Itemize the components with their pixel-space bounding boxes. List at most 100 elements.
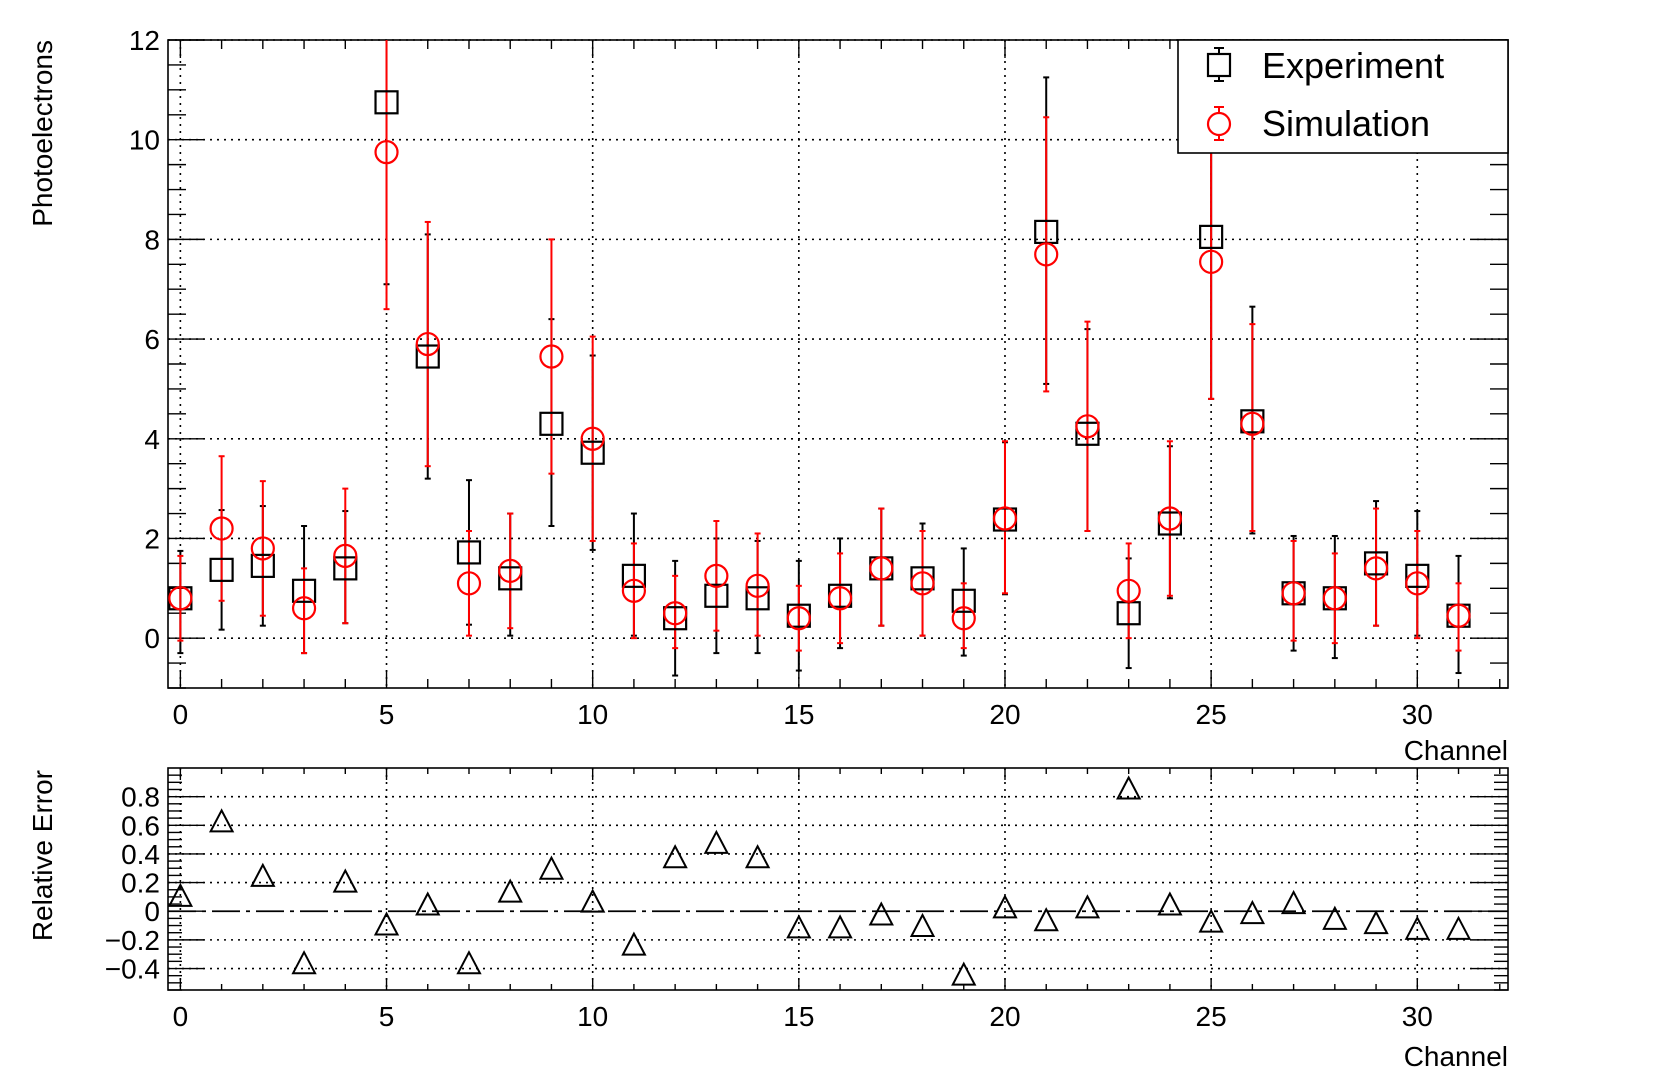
experiment-point-5 <box>374 90 399 115</box>
simulation-point-24 <box>1157 506 1183 531</box>
experiment-point-19 <box>951 588 976 613</box>
legend: Experiment Simulation <box>1177 39 1509 154</box>
experiment-point-11 <box>621 563 647 588</box>
simulation-point-3 <box>291 596 317 621</box>
ratio-ytick-label-0.4: 0.4 <box>121 839 160 870</box>
experiment-point-1 <box>209 557 234 582</box>
relative-error-point-21 <box>1033 907 1059 932</box>
simulation-point-11 <box>621 578 647 603</box>
main-ytick-label-8: 8 <box>144 224 160 255</box>
ratio-data-markers <box>167 775 1472 986</box>
relative-error-point-11 <box>621 931 647 956</box>
ratio-axis-ticks <box>168 768 1508 991</box>
main-y-axis-label: Photoelectrons <box>27 40 58 227</box>
simulation-point-17 <box>869 556 894 581</box>
legend-box <box>1177 39 1509 154</box>
main-xtick-label-15: 15 <box>783 699 814 730</box>
ratio-y-axis-label: Relative Error <box>27 770 58 941</box>
legend-entry-simulation: Simulation <box>1206 103 1430 144</box>
simulation-point-14 <box>745 573 770 598</box>
experiment-point-9 <box>539 411 564 436</box>
experiment-point-8 <box>498 566 523 591</box>
ratio-xtick-label-10: 10 <box>577 1001 608 1032</box>
ratio-xtick-label-25: 25 <box>1196 1001 1227 1032</box>
relative-error-point-19 <box>951 961 977 986</box>
simulation-point-13 <box>704 563 729 588</box>
ratio-xtick-label-20: 20 <box>989 1001 1020 1032</box>
simulation-point-5 <box>374 140 399 165</box>
experiment-point-14 <box>745 586 770 611</box>
experiment-point-22 <box>1075 421 1100 446</box>
relative-error-point-24 <box>1157 891 1183 916</box>
ratio-ytick-label--0.4: −0.4 <box>105 954 160 985</box>
ratio-xtick-label-0: 0 <box>173 1001 189 1032</box>
experiment-point-3 <box>291 578 317 603</box>
relative-error-point-25 <box>1198 908 1224 933</box>
main-ytick-label-4: 4 <box>144 424 160 455</box>
simulation-point-19 <box>951 606 976 631</box>
relative-error-point-18 <box>909 912 936 937</box>
relative-error-point-6 <box>415 891 441 916</box>
relative-error-point-17 <box>868 901 894 926</box>
relative-error-point-15 <box>786 914 812 939</box>
simulation-point-29 <box>1363 556 1389 581</box>
relative-error-point-28 <box>1322 905 1348 930</box>
experiment-point-25 <box>1199 224 1224 249</box>
relative-error-point-5 <box>373 911 400 936</box>
ratio-x-axis-label: Channel <box>1404 1041 1508 1072</box>
legend-experiment-marker <box>1206 52 1232 78</box>
main-ytick-label-6: 6 <box>144 324 160 355</box>
simulation-point-8 <box>498 558 523 583</box>
simulation-point-12 <box>663 601 688 626</box>
relative-error-point-9 <box>538 855 565 880</box>
relative-error-point-7 <box>456 950 482 975</box>
relative-error-point-20 <box>992 894 1018 919</box>
main-xtick-label-0: 0 <box>173 699 189 730</box>
simulation-point-16 <box>827 586 853 611</box>
main-ytick-label-12: 12 <box>129 25 160 56</box>
main-ytick-label-0: 0 <box>144 623 160 654</box>
simulation-point-27 <box>1281 581 1306 606</box>
simulation-point-25 <box>1199 249 1224 274</box>
simulation-point-6 <box>415 331 440 357</box>
main-ytick-label-10: 10 <box>129 125 160 156</box>
simulation-point-7 <box>456 571 482 596</box>
simulation-point-4 <box>333 543 358 569</box>
ratio-ytick-label-0.8: 0.8 <box>121 782 160 813</box>
relative-error-point-13 <box>703 829 730 854</box>
relative-error-point-2 <box>250 862 276 887</box>
simulation-point-2 <box>250 536 275 561</box>
ratio-xtick-label-30: 30 <box>1402 1001 1433 1032</box>
ratio-xtick-label-5: 5 <box>379 1001 395 1032</box>
simulation-point-26 <box>1240 411 1265 436</box>
relative-error-point-31 <box>1445 915 1472 940</box>
simulation-point-9 <box>539 344 564 369</box>
experiment-point-4 <box>333 556 358 581</box>
main-error-bars <box>177 40 1462 677</box>
relative-error-point-16 <box>827 914 853 939</box>
legend-simulation-label: Simulation <box>1262 103 1430 144</box>
experiment-point-6 <box>415 344 440 369</box>
ratio-plot: 0 5 10 15 20 25 30 −0.4−0.200.20.40.60.8 Chann… <box>27 767 1509 1072</box>
relative-error-point-22 <box>1074 894 1101 919</box>
simulation-point-22 <box>1075 414 1100 439</box>
relative-error-point-0 <box>167 882 194 907</box>
relative-error-point-4 <box>332 868 358 893</box>
main-x-axis-label: Channel <box>1404 735 1508 766</box>
main-plot: 0 5 10 15 20 25 30 0 2 4 6 8 10 12 Channel Photoelec… <box>27 25 1509 766</box>
relative-error-point-27 <box>1280 889 1307 915</box>
ratio-y-tick-labels: −0.4−0.200.20.40.60.8 <box>105 782 160 985</box>
main-ytick-label-2: 2 <box>144 523 160 554</box>
simulation-point-10 <box>580 426 605 451</box>
main-xtick-label-25: 25 <box>1196 699 1227 730</box>
simulation-point-31 <box>1446 603 1471 628</box>
legend-experiment-label: Experiment <box>1262 45 1444 86</box>
experiment-point-10 <box>580 440 605 465</box>
legend-entry-experiment: Experiment <box>1206 45 1444 86</box>
main-data-markers <box>168 90 1471 631</box>
ratio-ytick-label--0.2: −0.2 <box>105 925 160 956</box>
main-xtick-label-30: 30 <box>1402 699 1433 730</box>
relative-error-point-23 <box>1116 775 1142 800</box>
ratio-ytick-label-0: 0 <box>144 896 160 927</box>
